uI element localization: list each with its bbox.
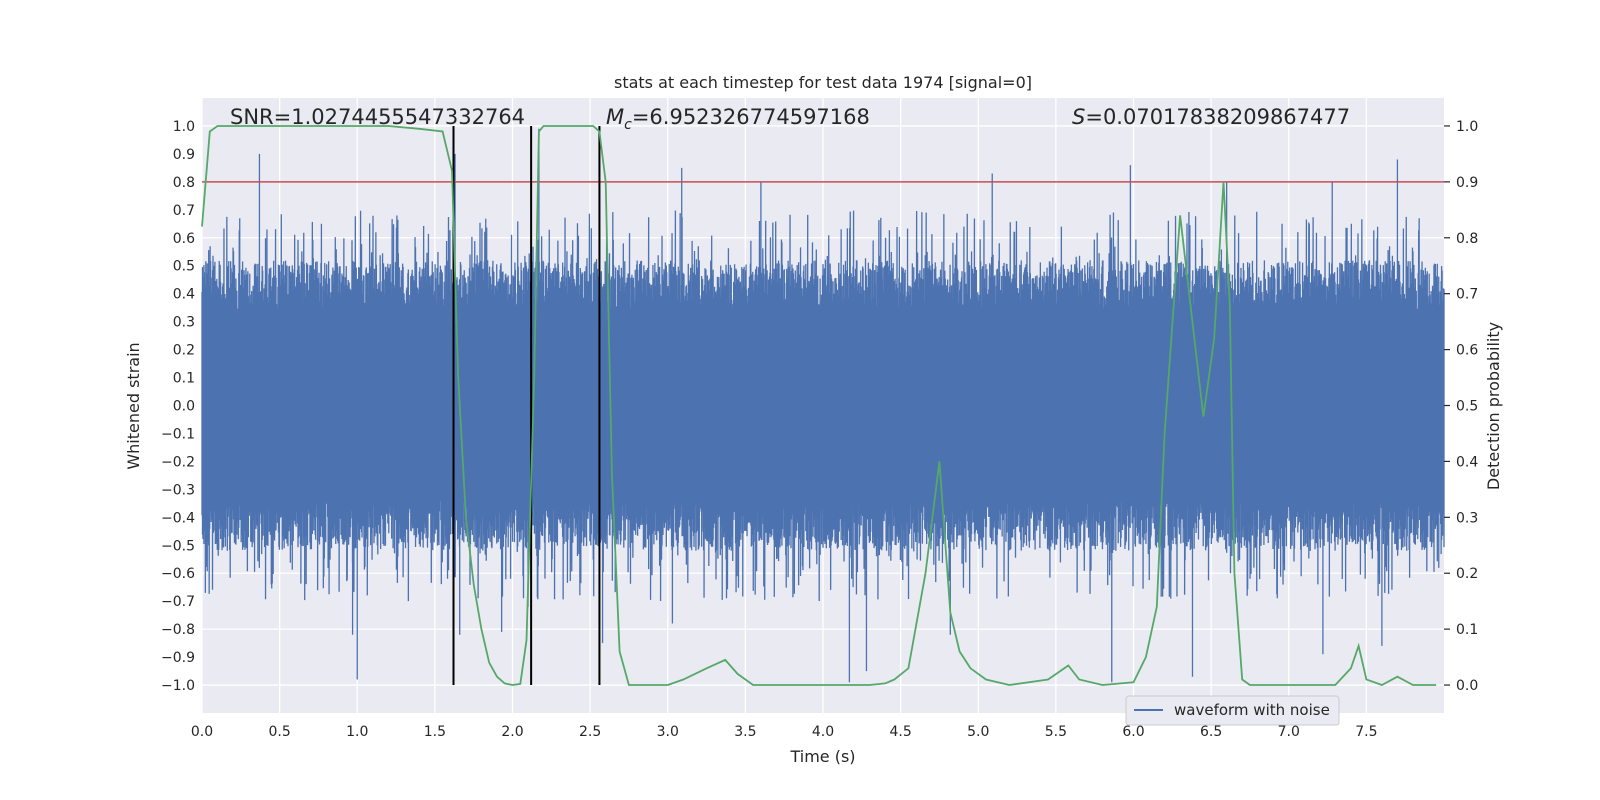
x-tick-label: 2.5 [579,724,601,740]
s-symbol: S [1072,105,1085,129]
snr-annotation: SNR=1.0274455547332764 [230,105,525,129]
x-tick-label: 4.5 [889,724,911,740]
y-tick-label: 0.4 [173,287,195,303]
legend-box [1125,695,1340,726]
y-tick-label: −0.3 [161,482,195,498]
y2-tick-label: 1.0 [1456,119,1478,135]
y-tick-label: 0.3 [173,315,195,331]
y-tick-label: −1.0 [161,678,195,694]
x-tick-label: 5.0 [967,724,989,740]
x-tick-label: 3.0 [657,724,679,740]
y2-tick-label: 0.7 [1456,287,1478,303]
detection-probability-line [201,125,1437,686]
y-axis-label: Whitened strain [124,342,143,469]
y-tick-label: 0.2 [173,343,195,359]
y2-tick-label: 0.9 [1456,175,1478,191]
x-tick-label: 3.5 [734,724,756,740]
s-value: =0.07017838209867477 [1085,105,1350,129]
x-axis-ticks: 0.0 0.5 1.0 1.5 2.0 2.5 3.0 3.5 4.0 4.5 5.0 5.5 6.0 6… [191,724,1378,740]
mc-subscript: c [624,117,632,133]
y2-tick-label: 0.2 [1456,566,1478,582]
x-tick-label: 6.5 [1200,724,1222,740]
y2-tick-label: 0.4 [1456,454,1478,470]
y2-tick-label: 0.6 [1456,343,1478,359]
waveform-series [201,128,1445,683]
chart-title: stats at each timestep for test data 197… [614,73,1032,92]
y2-tick-label: 0.8 [1456,231,1478,247]
x-axis-label: Time (s) [789,747,855,766]
y2-axis-label: Detection probability [1484,322,1503,490]
x-tick-label: 5.5 [1045,724,1067,740]
y-tick-label: 0.5 [173,259,195,275]
y-tick-label: −0.8 [161,622,195,638]
right-axis-ticks: 1.0 0.9 0.8 0.7 0.6 0.5 0.4 0.3 0.2 0.1 0.0 [1444,119,1478,694]
x-tick-label: 1.0 [346,724,368,740]
y-tick-label: 0.0 [173,399,195,415]
legend-label: waveform with noise [1174,701,1330,719]
x-tick-label: 1.5 [424,724,446,740]
left-axis-ticks: 1.0 0.9 0.8 0.7 0.6 0.5 0.4 0.3 0.2 0.1 0.0 −0.1 −0.… [161,119,195,694]
waveform-line [201,128,1445,683]
y-tick-label: −0.2 [161,454,195,470]
y-tick-label: 0.8 [173,175,195,191]
y-tick-label: 0.7 [173,203,195,219]
y-tick-label: 0.9 [173,147,195,163]
x-tick-label: 7.5 [1355,724,1377,740]
y-tick-label: 1.0 [173,119,195,135]
y-tick-label: −0.4 [161,510,195,526]
y2-tick-label: 0.5 [1456,399,1478,415]
y-tick-label: −0.6 [161,566,195,582]
legend: waveform with noise [1125,695,1340,726]
s-annotation: S=0.07017838209867477 [1072,105,1350,129]
x-tick-label: 0.0 [191,724,213,740]
mc-symbol: M [606,105,624,129]
y2-tick-label: 0.0 [1456,678,1478,694]
x-tick-label: 4.0 [812,724,834,740]
mc-value: =6.952326774597168 [632,105,870,129]
y-tick-label: 0.6 [173,231,195,247]
y-tick-label: −0.7 [161,594,195,610]
x-tick-label: 2.0 [501,724,523,740]
x-tick-label: 7.0 [1278,724,1300,740]
y2-tick-label: 0.1 [1456,622,1478,638]
y-tick-label: −0.9 [161,650,195,666]
mc-annotation: Mc=6.952326774597168 [606,105,870,133]
x-tick-label: 0.5 [268,724,290,740]
y-tick-label: −0.5 [161,538,195,554]
x-tick-label: 6.0 [1122,724,1144,740]
y2-tick-label: 0.3 [1456,510,1478,526]
y-tick-label: 0.1 [173,371,195,387]
y-tick-label: −0.1 [161,426,195,442]
